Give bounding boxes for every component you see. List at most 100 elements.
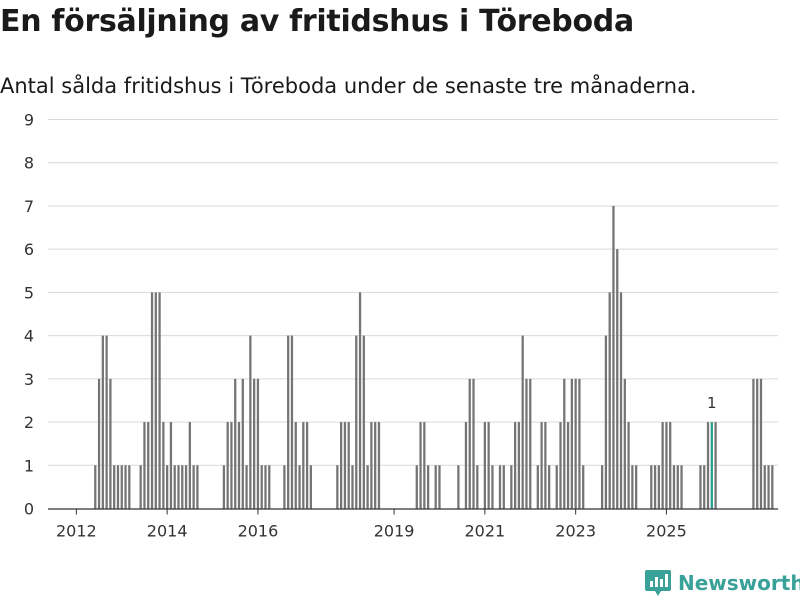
bar: [188, 422, 191, 509]
bar: [555, 465, 558, 509]
bar: [756, 378, 759, 509]
bar: [419, 422, 422, 509]
bar: [309, 465, 313, 509]
newsworthy-logo-icon: [645, 570, 671, 596]
y-tick-label-7: 7: [24, 197, 34, 216]
bar: [566, 422, 570, 509]
bar: [355, 335, 358, 509]
bar: [612, 205, 615, 509]
bar: [544, 422, 547, 509]
bar: [305, 422, 309, 509]
data-labels: 1: [707, 394, 717, 412]
bar: [517, 422, 521, 509]
bar: [377, 422, 381, 509]
bar: [283, 465, 286, 509]
bar: [426, 465, 430, 509]
bar: [498, 465, 502, 509]
chart-title: En försäljning av fritidshus i Töreboda: [0, 4, 634, 39]
bar: [116, 465, 120, 509]
bar: [143, 422, 146, 509]
bar: [260, 465, 263, 509]
bar: [604, 335, 608, 509]
bar: [623, 378, 626, 509]
bar: [559, 422, 562, 509]
bar: [237, 422, 241, 509]
bar: [128, 465, 131, 509]
bar: [370, 422, 373, 509]
bar: [438, 465, 441, 509]
bar: [540, 422, 543, 509]
bar: [249, 335, 252, 509]
bar: [570, 378, 573, 509]
bar: [154, 292, 157, 509]
bar: [196, 465, 199, 509]
bar: [290, 335, 294, 509]
bar: [169, 422, 173, 509]
bar: [256, 378, 260, 509]
bar: [94, 465, 97, 509]
bar: [767, 465, 770, 509]
bar: [472, 378, 475, 509]
bar: [521, 335, 524, 509]
y-tick-label-8: 8: [24, 154, 34, 173]
bar: [124, 465, 127, 509]
bar: [627, 422, 630, 509]
bar: [669, 422, 672, 509]
bar: [631, 465, 634, 509]
bar: [529, 378, 532, 509]
bar: [759, 378, 763, 509]
bar: [294, 422, 297, 509]
bar: [464, 422, 468, 509]
y-tick-label-0: 0: [24, 500, 34, 519]
bar: [487, 422, 490, 509]
bar: [253, 378, 256, 509]
bar: [434, 465, 437, 509]
y-tick-label-1: 1: [24, 456, 34, 475]
bar: [181, 465, 184, 509]
bar: [574, 378, 577, 509]
x-tick-label-2021: 2021: [465, 522, 506, 541]
bar: [177, 465, 180, 509]
bar: [173, 465, 176, 509]
bar: [343, 422, 347, 509]
bar: [226, 422, 229, 509]
bar: [241, 378, 244, 509]
bar: [457, 465, 460, 509]
bar: [147, 422, 150, 509]
bar: [657, 465, 660, 509]
y-tick-label-4: 4: [24, 327, 34, 346]
bar: [672, 465, 676, 509]
bar: [374, 422, 377, 509]
data-label-last: 1: [707, 394, 717, 412]
bars: [94, 205, 774, 509]
bar: [245, 465, 248, 509]
bar: [680, 465, 683, 509]
bar: [222, 465, 226, 509]
bar: [491, 465, 494, 509]
bar: [665, 422, 668, 509]
bar: [113, 465, 116, 509]
bar: [366, 465, 369, 509]
bar: [120, 465, 123, 509]
bar: [109, 378, 112, 509]
y-tick-label-6: 6: [24, 240, 34, 259]
bar: [699, 465, 702, 509]
bar: [268, 465, 271, 509]
bar: [635, 465, 638, 509]
bar: [97, 378, 101, 509]
bar: [771, 465, 774, 509]
bar: [608, 292, 611, 509]
y-axis-ticks: 0 1 2 3 4 5 6 7 8 9: [24, 111, 34, 519]
bar: [298, 465, 301, 509]
bar: [548, 465, 551, 509]
x-tick-label-2016: 2016: [238, 522, 279, 541]
bar: [706, 422, 710, 509]
bar: [619, 292, 623, 509]
newsworthy-logo: Newsworthy: [644, 568, 800, 598]
bar: [287, 335, 290, 509]
y-tick-label-2: 2: [24, 413, 34, 432]
y-tick-label-3: 3: [24, 370, 34, 389]
bar: [340, 422, 343, 509]
bar: [423, 422, 426, 509]
